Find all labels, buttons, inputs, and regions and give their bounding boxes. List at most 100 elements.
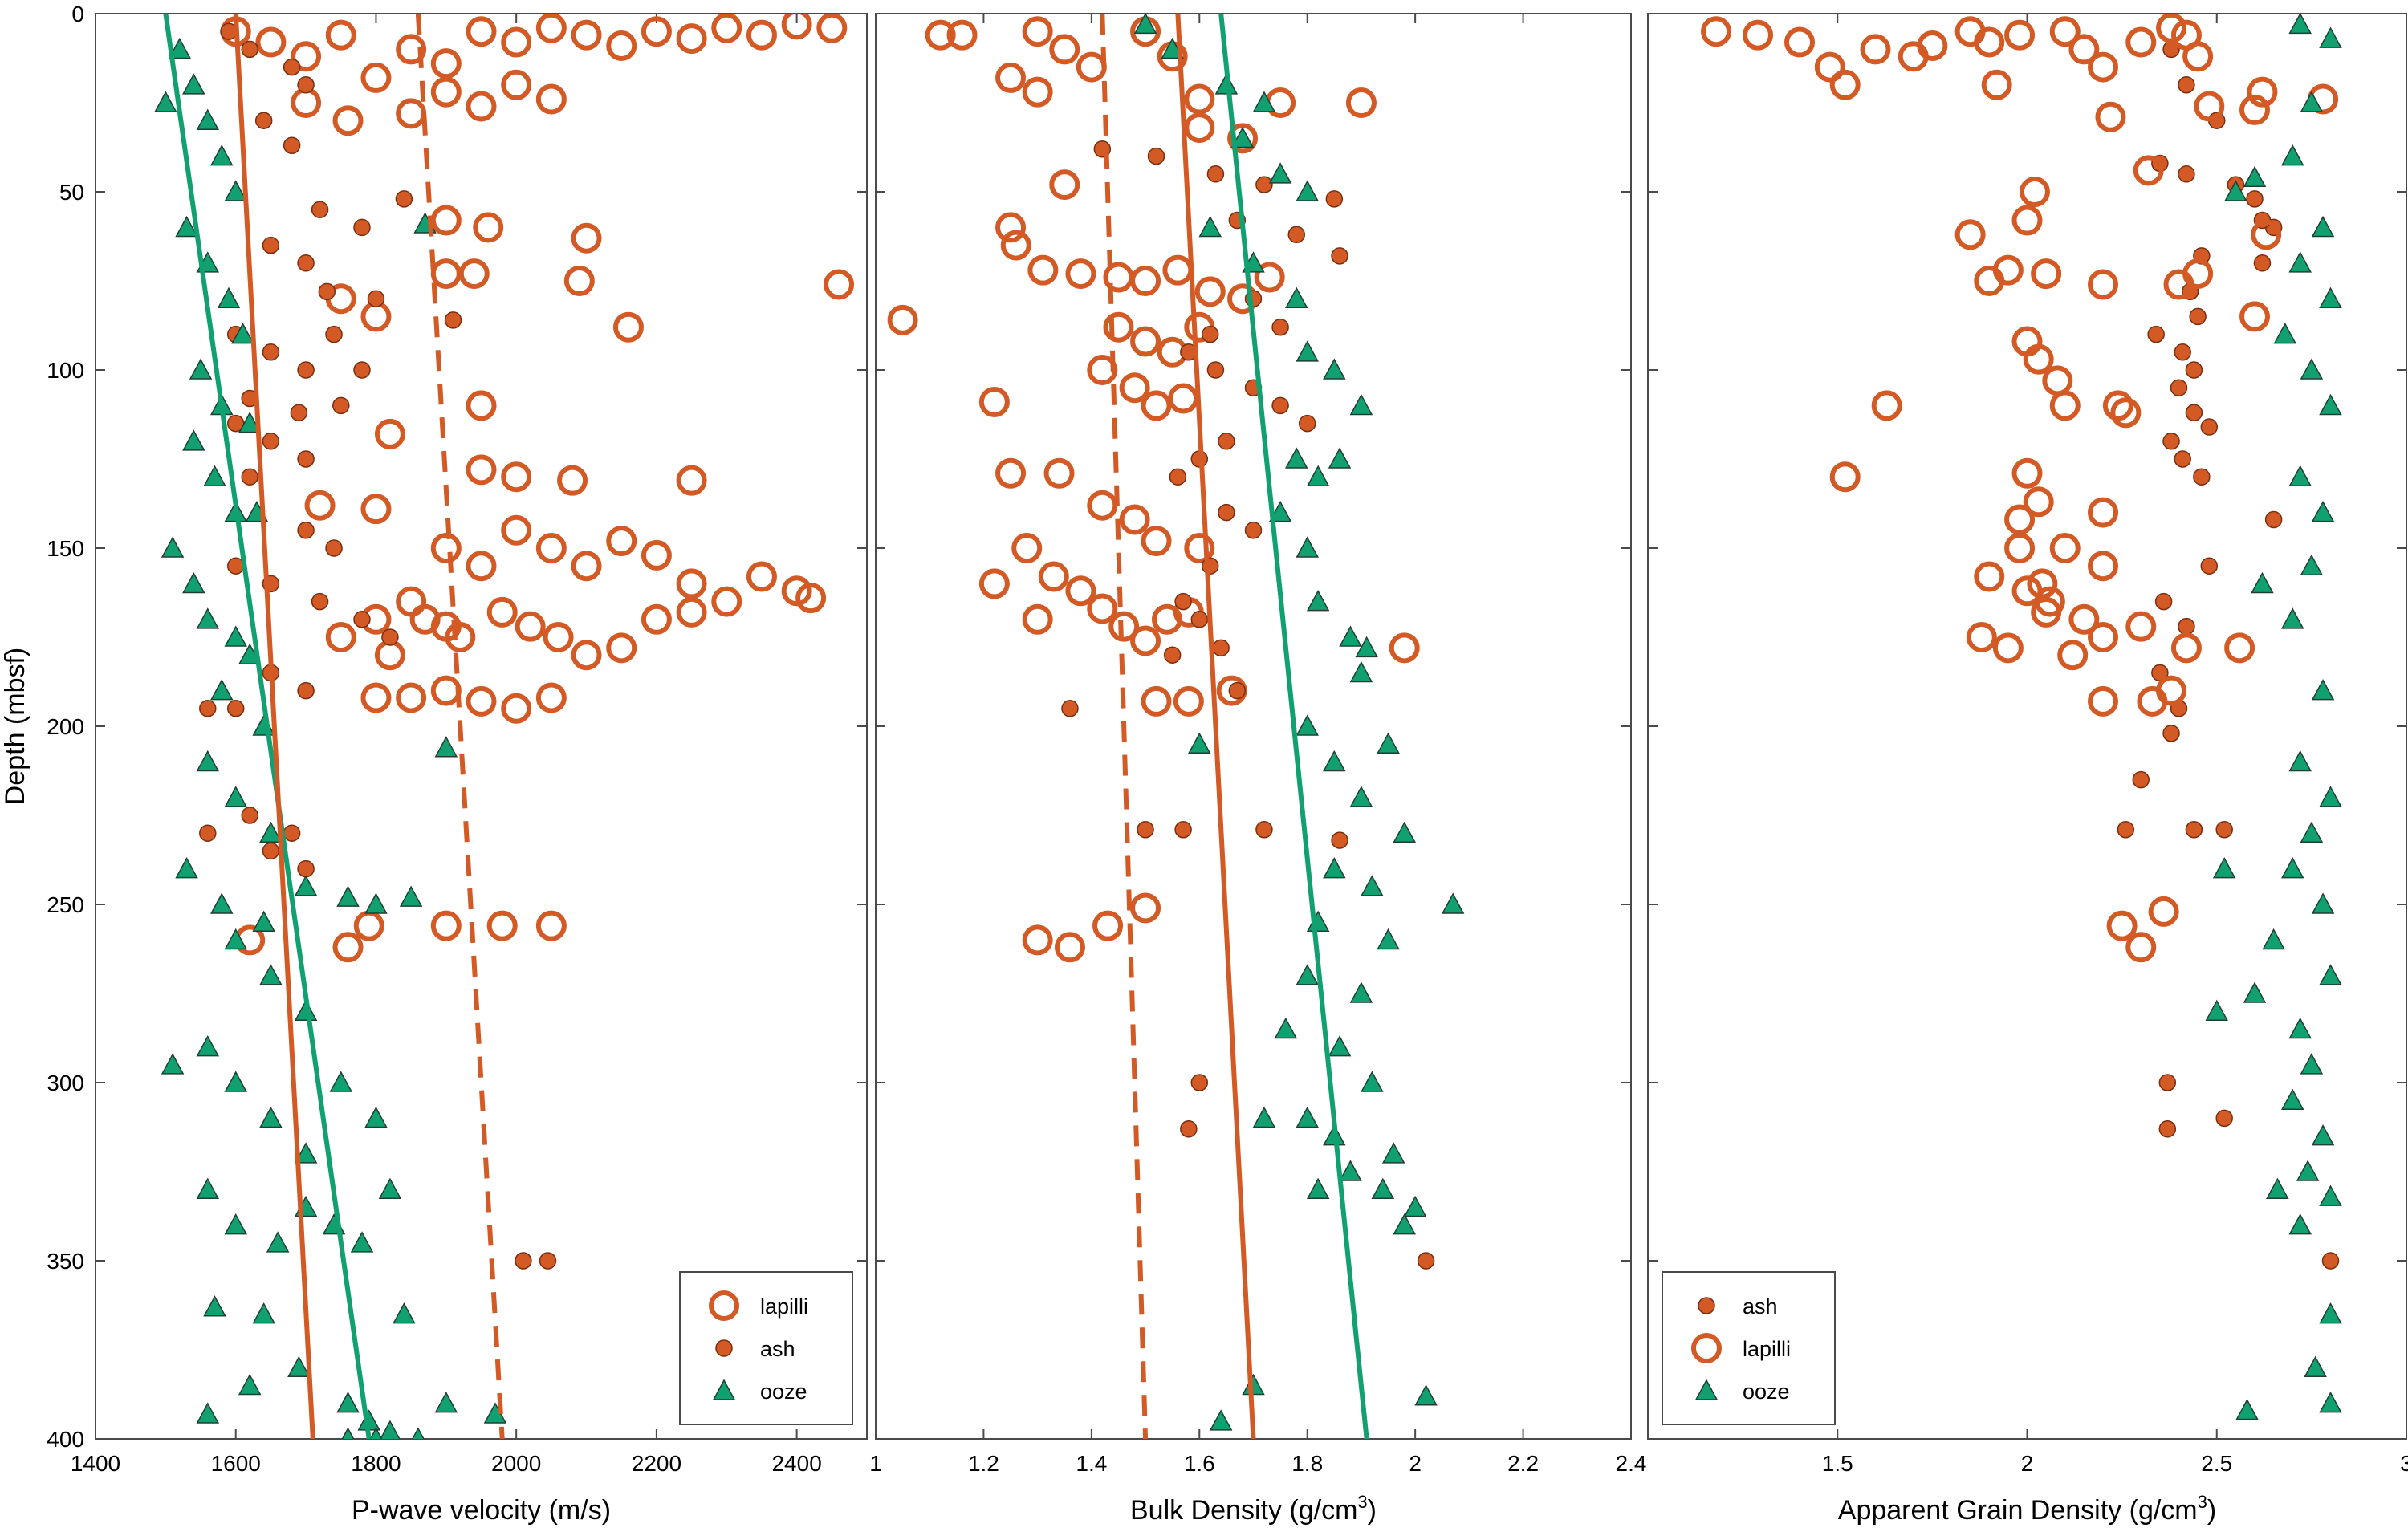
lapilli-point xyxy=(1043,457,1075,489)
ooze-point xyxy=(329,1071,353,1092)
ash-point xyxy=(1228,681,1247,700)
lapilli-point xyxy=(325,622,356,652)
ooze-point xyxy=(1403,1195,1427,1217)
ooze-point xyxy=(2319,1184,2342,1206)
y-tick-label: 50 xyxy=(59,180,84,205)
ooze-point xyxy=(1230,126,1255,148)
x-tick-label: 1.2 xyxy=(968,1451,999,1476)
lapilli-point xyxy=(466,16,497,47)
lapilli-point xyxy=(1701,16,1732,47)
x-tick-label: 2 xyxy=(1409,1451,1422,1476)
ash-point xyxy=(2200,557,2219,575)
legend-box xyxy=(1662,1271,1836,1425)
ooze-point xyxy=(1252,91,1276,112)
ooze-point xyxy=(393,1302,416,1324)
ash-point xyxy=(367,290,385,307)
lapilli-point xyxy=(2042,365,2073,396)
legend: lapilli ash ooze xyxy=(679,1271,853,1425)
legend-marker-lapilli xyxy=(1691,1333,1722,1363)
lapilli-point xyxy=(430,76,462,108)
lapilli-point xyxy=(2004,504,2036,535)
ash-point xyxy=(1417,1252,1435,1270)
lapilli-point xyxy=(304,490,336,521)
ooze-point xyxy=(2280,144,2304,166)
ooze-point xyxy=(2319,26,2342,48)
series-lapilli xyxy=(1701,14,2339,963)
plot-frame xyxy=(95,13,868,1440)
x-tick-label: 1600 xyxy=(211,1451,261,1476)
ash-point xyxy=(1298,414,1316,433)
ooze-point xyxy=(203,1295,226,1317)
lapilli-point xyxy=(1130,266,1161,296)
lapilli-point xyxy=(515,611,546,642)
ash-point xyxy=(1212,639,1230,657)
lapilli-point xyxy=(571,19,602,51)
lapilli-point xyxy=(1194,276,1226,307)
ash-point xyxy=(1331,247,1348,265)
lapilli-point xyxy=(676,596,707,628)
ooze-point xyxy=(2212,857,2236,879)
lapilli-point xyxy=(1784,26,1815,58)
lapilli-point xyxy=(430,910,462,941)
lapilli-point xyxy=(2011,205,2043,236)
lapilli-point xyxy=(2194,91,2225,122)
ooze-point xyxy=(2235,1398,2259,1420)
lapilli-point xyxy=(501,514,532,546)
lapilli-point xyxy=(1345,87,1377,118)
lapilli-point xyxy=(430,258,462,290)
ash-point xyxy=(1325,190,1344,208)
lapilli-trend-line xyxy=(415,14,505,1439)
ooze-point xyxy=(1328,447,1352,469)
x-tick-label: 2000 xyxy=(491,1451,541,1476)
ash-point xyxy=(1174,821,1192,839)
lapilli-point xyxy=(2247,76,2278,108)
data-layer xyxy=(1701,14,2342,1420)
lapilli-point xyxy=(563,266,595,296)
ash-point xyxy=(2147,325,2165,343)
lapilli-point xyxy=(2239,94,2270,125)
series-lapilli xyxy=(887,16,1420,963)
ash-point xyxy=(2132,770,2150,789)
ooze-point xyxy=(1209,1409,1233,1431)
ash-point xyxy=(1218,433,1235,450)
ooze-point xyxy=(294,1142,318,1164)
lapilli-point xyxy=(746,561,777,592)
x-tick-label: 2.5 xyxy=(2201,1451,2232,1476)
ooze-point xyxy=(1285,286,1308,308)
ooze-point xyxy=(2319,964,2342,985)
panel-2: 1 1.2 1.4 1.6 1.8 2 2.2 2.4 Bulk Density (g/cm3) xyxy=(869,13,1646,1526)
ooze-point xyxy=(294,875,318,896)
lapilli-point xyxy=(1130,326,1161,357)
ash-point xyxy=(297,450,315,468)
legend-label-ooze: ooze xyxy=(760,1379,807,1404)
ooze-point xyxy=(2288,1017,2312,1039)
lapilli-point xyxy=(291,41,322,72)
ooze-point xyxy=(1349,393,1373,416)
lapilli-point xyxy=(1087,593,1118,624)
lapilli-point xyxy=(1087,490,1118,521)
ooze-point xyxy=(2288,1213,2312,1235)
lapilli-point xyxy=(1162,254,1194,286)
lapilli-point xyxy=(360,301,392,332)
ooze-point xyxy=(1361,1071,1384,1092)
lapilli-point xyxy=(1141,390,1172,421)
ooze-point xyxy=(350,1231,374,1253)
x-tick-label: 1.6 xyxy=(1184,1451,1215,1476)
lapilli-point xyxy=(1141,526,1172,557)
ooze-point xyxy=(2300,358,2324,380)
ash-point xyxy=(311,592,329,611)
ooze-point xyxy=(224,625,247,647)
ooze-point xyxy=(1349,981,1373,1003)
lapilli-trend-line xyxy=(1100,14,1149,1439)
ooze-point xyxy=(2273,323,2297,344)
legend: ash lapilli ooze xyxy=(1662,1271,1836,1425)
lapilli-point xyxy=(606,632,637,664)
lapilli-point xyxy=(641,539,672,571)
ash-point xyxy=(262,343,280,361)
ooze-point xyxy=(1285,447,1308,469)
ash-point xyxy=(515,1252,532,1270)
lapilli-point xyxy=(1992,254,2024,286)
ash-point xyxy=(2264,510,2283,529)
ash-point xyxy=(297,76,315,94)
lapilli-point xyxy=(501,26,532,58)
